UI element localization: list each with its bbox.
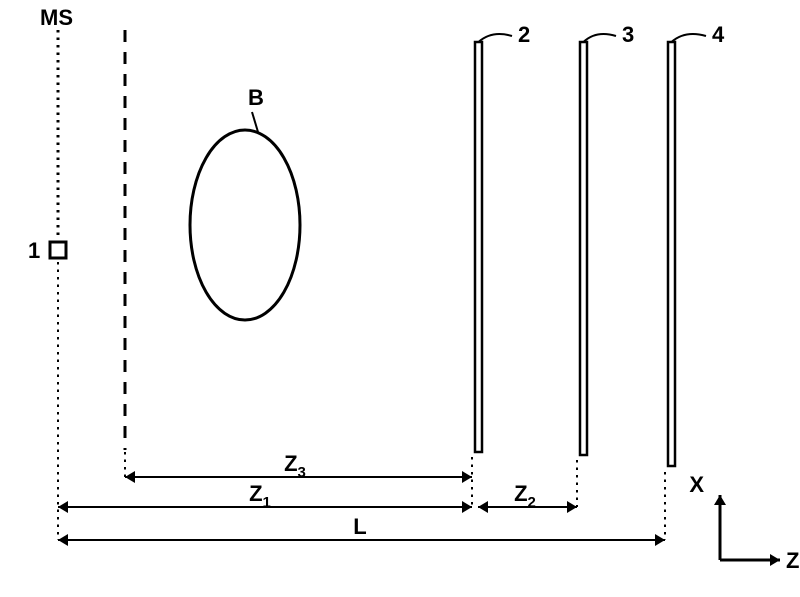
plate-3-label: 3 <box>622 22 634 47</box>
source-label: 1 <box>28 238 40 263</box>
dim-L: L <box>353 514 366 539</box>
plate-4-label: 4 <box>712 22 725 47</box>
ms-label: MS <box>40 5 73 30</box>
plate-2 <box>475 42 482 452</box>
object-b-label: B <box>248 85 264 110</box>
axis-z-label: Z <box>786 548 799 573</box>
plate-2-label: 2 <box>518 22 530 47</box>
plate-3 <box>580 42 587 455</box>
axis-x-label: X <box>689 472 704 497</box>
plate-4 <box>668 42 675 466</box>
object-b <box>190 130 300 320</box>
source-box <box>50 242 66 258</box>
